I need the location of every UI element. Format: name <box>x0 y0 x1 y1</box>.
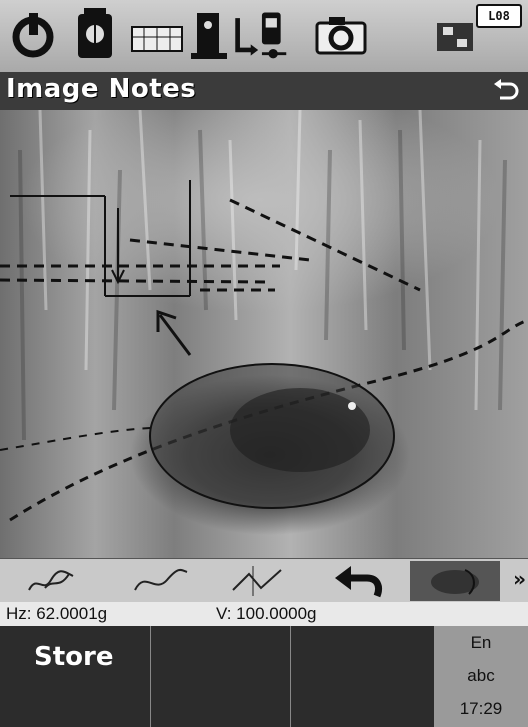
top-toolbar: L08 <box>0 0 528 73</box>
language-indicator[interactable]: En <box>470 633 492 652</box>
softkey-f2[interactable] <box>150 626 291 727</box>
keyboard-icon[interactable] <box>128 6 186 64</box>
drawing-toolbar: » <box>0 558 528 604</box>
image-tool-icon[interactable] <box>410 561 500 601</box>
line-tool-icon[interactable] <box>222 561 292 601</box>
curve-tool-icon[interactable] <box>126 561 196 601</box>
page-title: Image Notes <box>6 74 197 104</box>
power-icon[interactable] <box>4 6 62 64</box>
camera-icon[interactable] <box>312 6 370 64</box>
battery-indicator: L08 <box>476 4 522 28</box>
data-transfer-icon[interactable] <box>232 6 290 64</box>
image-canvas[interactable] <box>0 110 528 558</box>
return-arrow-icon[interactable] <box>490 76 522 106</box>
sketch-overlay <box>0 110 528 522</box>
instrument-icon[interactable] <box>66 6 124 64</box>
more-tools-button[interactable]: » <box>513 567 526 591</box>
store-label: Store <box>34 642 114 672</box>
softkey-f3[interactable] <box>290 626 435 727</box>
title-bar: Image Notes <box>0 72 528 110</box>
memory-card-icon[interactable] <box>426 6 484 64</box>
angle-readout: Hz: 62.0001g V: 100.0000g <box>0 602 528 626</box>
v-readout: V: 100.0000g <box>216 604 317 623</box>
store-button[interactable]: Store <box>0 626 151 727</box>
hz-readout: Hz: 62.0001g <box>6 604 108 623</box>
undo-icon[interactable] <box>326 561 396 601</box>
status-panel: En abc 17:29 <box>434 626 528 727</box>
freehand-tool-icon[interactable] <box>20 561 90 601</box>
level-icon[interactable] <box>180 6 238 64</box>
input-mode-indicator[interactable]: abc <box>467 666 495 685</box>
clock: 17:29 <box>459 699 503 718</box>
